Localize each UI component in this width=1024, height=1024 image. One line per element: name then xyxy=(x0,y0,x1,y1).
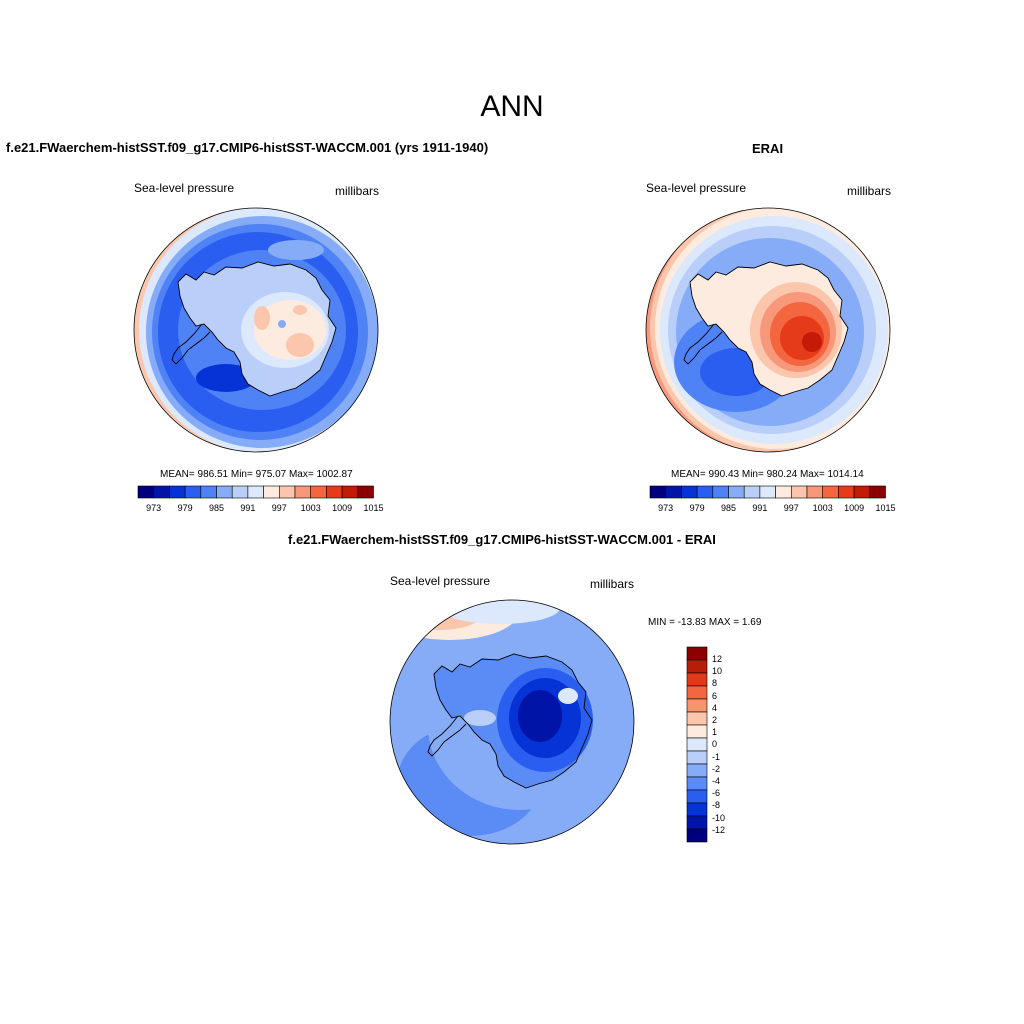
colorbar-tick-label: 973 xyxy=(146,503,162,513)
colorbar-tick-label: 0 xyxy=(712,739,718,750)
colorbar-tick-label: -4 xyxy=(712,776,721,786)
colorbar-box xyxy=(169,485,186,499)
stats-obs: MEAN= 990.43 Min= 980.24 Max= 1014.14 xyxy=(671,469,864,480)
colorbar-box xyxy=(686,750,708,765)
figure-main-title: ANN xyxy=(480,90,544,123)
colorbar-box xyxy=(869,485,886,499)
colorbar-box xyxy=(822,485,839,499)
panel-title-diff: f.e21.FWaerchem-histSST.f09_g17.CMIP6-hi… xyxy=(288,532,716,547)
colorbar-box xyxy=(759,485,776,499)
units-label-model: millibars xyxy=(335,184,380,198)
colorbar-box xyxy=(686,828,708,843)
colorbar-tick-label: 973 xyxy=(658,503,674,513)
colorbar-box xyxy=(216,485,233,499)
colorbar-box xyxy=(686,711,708,726)
colorbar-tick-label: 12 xyxy=(712,654,723,664)
colorbar-tick-label: -1 xyxy=(712,751,721,762)
units-label-obs: millibars xyxy=(847,184,892,198)
colorbar-box xyxy=(341,485,359,499)
colorbar-box xyxy=(649,485,666,499)
colorbar-tick-label: 8 xyxy=(712,678,718,689)
colorbar-box xyxy=(838,485,855,499)
colorbar-tick-label: 1 xyxy=(712,727,718,738)
colorbar-box xyxy=(137,485,154,499)
colorbar-box xyxy=(712,485,729,499)
colorbar-box xyxy=(686,776,708,791)
colorbar-tick-label: -2 xyxy=(712,763,721,774)
colorbar-box xyxy=(665,485,682,499)
variable-label-model: Sea-level pressure xyxy=(134,181,235,195)
colorbar-tick-label: 979 xyxy=(689,503,705,513)
colorbar-tick-label: 4 xyxy=(712,702,718,713)
colorbar-tick-label: 10 xyxy=(712,666,723,677)
colorbar-tick-label: 991 xyxy=(240,503,256,513)
colorbar-box xyxy=(806,485,823,499)
colorbar-box xyxy=(853,485,871,499)
colorbar-tick-label: -6 xyxy=(712,788,721,799)
colorbar-model xyxy=(137,485,374,499)
colorbar-box xyxy=(263,485,280,499)
colorbar-tick-label: 985 xyxy=(208,503,225,513)
colorbar-tick-label: 997 xyxy=(783,503,799,513)
colorbar-box xyxy=(743,485,761,499)
panel-title-obs: ERAI xyxy=(752,141,784,156)
colorbar-tick-label: 997 xyxy=(271,503,287,513)
colorbar-tick-label: 1003 xyxy=(300,503,321,513)
colorbar-box xyxy=(231,485,249,499)
colorbar-box xyxy=(686,646,708,661)
colorbar-box xyxy=(686,737,708,752)
colorbar-box xyxy=(775,485,792,499)
colorbar-tick-label: 985 xyxy=(720,503,737,513)
colorbar-box xyxy=(686,763,708,778)
colorbar-tick-label: 1009 xyxy=(332,503,353,513)
colorbar-box xyxy=(326,485,343,499)
colorbar-box xyxy=(686,815,708,830)
colorbar-box xyxy=(686,789,708,804)
colorbar-box xyxy=(686,698,708,713)
colorbar-box xyxy=(696,485,714,499)
panel-title-model: f.e21.FWaerchem-histSST.f09_g17.CMIP6-hi… xyxy=(6,140,489,155)
colorbar-box xyxy=(686,802,708,817)
variable-label-diff: Sea-level pressure xyxy=(390,574,491,588)
colorbar-tick-label: 2 xyxy=(712,715,718,725)
polar-map-diff xyxy=(389,599,635,845)
colorbar-box xyxy=(790,485,808,499)
colorbar-box xyxy=(686,659,708,674)
colorbar-tick-label: -10 xyxy=(712,812,726,823)
colorbar-tick-label: 1009 xyxy=(844,503,865,513)
stats-diff: MIN = -13.83 MAX = 1.69 xyxy=(648,617,762,628)
colorbar-tick-label: 6 xyxy=(712,690,718,701)
colorbar-diff xyxy=(686,646,708,843)
colorbar-tick-label: 1003 xyxy=(812,503,833,513)
colorbar-box xyxy=(200,485,217,499)
colorbar-box xyxy=(310,485,327,499)
colorbar-box xyxy=(681,485,698,499)
colorbar-box xyxy=(686,672,708,687)
colorbar-box xyxy=(247,485,264,499)
colorbar-box xyxy=(278,485,296,499)
colorbar-box xyxy=(184,485,202,499)
colorbar-tick-label: 991 xyxy=(752,503,768,513)
units-label-diff: millibars xyxy=(590,577,635,591)
colorbar-tick-label: 1015 xyxy=(875,503,896,513)
colorbar-box xyxy=(153,485,170,499)
colorbar-tick-label: -12 xyxy=(712,824,726,835)
colorbar-tick-label: 979 xyxy=(177,503,193,513)
colorbar-box xyxy=(728,485,745,499)
colorbar-box xyxy=(686,724,708,739)
polar-map-model xyxy=(133,207,379,453)
colorbar-tick-label: -8 xyxy=(712,800,721,811)
colorbar-box xyxy=(294,485,311,499)
colorbar-tick-label: 1015 xyxy=(363,503,384,513)
colorbar-box xyxy=(357,485,374,499)
polar-map-obs xyxy=(645,207,891,453)
stats-model: MEAN= 986.51 Min= 975.07 Max= 1002.87 xyxy=(160,469,353,480)
variable-label-obs: Sea-level pressure xyxy=(646,181,747,195)
colorbar-box xyxy=(686,685,708,700)
colorbar-obs xyxy=(649,485,886,499)
